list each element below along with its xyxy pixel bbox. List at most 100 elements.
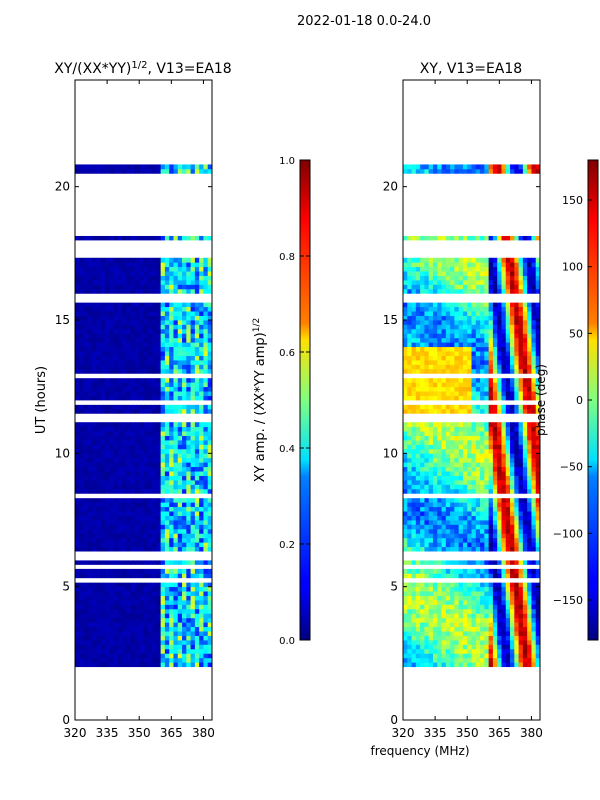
- amplitude-cell: [75, 475, 80, 481]
- phase-cell: [445, 431, 451, 436]
- amplitude-cell: [190, 328, 196, 334]
- amplitude-cell: [177, 386, 183, 392]
- phase-cell: [475, 542, 481, 548]
- amplitude-cell: [139, 586, 144, 592]
- amplitude-cell: [96, 568, 102, 574]
- phase-cell: [492, 653, 498, 659]
- amplitude-cell: [156, 568, 162, 574]
- amplitude-cell: [156, 337, 162, 343]
- amplitude-cell: [130, 662, 136, 668]
- phase-cell: [475, 640, 481, 645]
- phase-cell: [531, 626, 537, 632]
- amplitude-cell: [96, 164, 102, 170]
- phase-cell: [535, 662, 540, 668]
- phase-cell: [420, 382, 425, 388]
- amplitude-cell: [83, 400, 89, 405]
- amplitude-cell: [130, 648, 136, 654]
- amplitude-cell: [203, 306, 209, 312]
- amplitude-cell: [122, 257, 127, 263]
- amplitude-cell: [122, 653, 127, 659]
- phase-cell: [411, 546, 417, 552]
- phase-cell: [411, 448, 417, 454]
- amplitude-cell: [96, 488, 102, 494]
- amplitude-cell: [139, 168, 144, 174]
- phase-cell: [450, 502, 455, 508]
- amplitude-cell: [113, 368, 119, 374]
- amplitude-cell: [96, 422, 102, 428]
- phase-cell: [415, 617, 421, 623]
- phase-cell: [415, 600, 421, 605]
- amplitude-cell: [139, 493, 144, 499]
- amplitude-cell: [83, 604, 89, 610]
- phase-cell: [467, 391, 472, 396]
- phase-cell: [458, 506, 464, 512]
- phase-cell: [501, 373, 507, 379]
- phase-cell: [518, 528, 524, 534]
- amplitude-cell: [194, 337, 200, 343]
- phase-cell: [454, 515, 460, 521]
- phase-cell: [522, 382, 528, 388]
- amplitude-cell: [113, 328, 119, 334]
- phase-cell: [450, 395, 455, 401]
- phase-cell: [415, 497, 421, 503]
- phase-cell: [445, 591, 451, 596]
- phase-cell: [467, 622, 472, 628]
- amplitude-cell: [164, 506, 170, 512]
- phase-cell: [458, 395, 464, 401]
- amplitude-cell: [83, 404, 89, 410]
- amplitude-cell: [207, 382, 212, 388]
- amplitude-cell: [75, 542, 80, 548]
- amplitude-cell: [207, 631, 212, 636]
- phase-cell: [527, 471, 532, 476]
- amplitude-cell: [177, 453, 183, 459]
- amplitude-cell: [177, 626, 183, 632]
- amplitude-cell: [126, 328, 132, 334]
- amplitude-cell: [143, 391, 149, 396]
- amplitude-cell: [203, 577, 209, 583]
- amplitude-cell: [92, 475, 97, 481]
- amplitude-cell: [126, 448, 132, 454]
- amplitude-cell: [139, 422, 144, 428]
- phase-cell: [531, 635, 537, 641]
- phase-cell: [501, 573, 507, 579]
- amplitude-cell: [126, 617, 132, 623]
- phase-cell: [462, 444, 468, 450]
- amplitude-cell: [79, 595, 84, 601]
- phase-cell: [420, 395, 425, 401]
- amplitude-cell: [143, 533, 149, 539]
- amplitude-cell: [104, 431, 110, 436]
- amplitude-cell: [83, 280, 89, 285]
- amplitude-cell: [87, 644, 93, 650]
- amplitude-cell: [169, 373, 174, 379]
- amplitude-cell: [79, 537, 84, 543]
- amplitude-cell: [194, 453, 200, 459]
- phase-cell: [527, 657, 532, 663]
- amplitude-cell: [194, 426, 200, 432]
- amplitude-cell: [147, 617, 153, 623]
- amplitude-cell: [199, 471, 204, 476]
- amplitude-cell: [134, 351, 140, 356]
- amplitude-cell: [169, 360, 174, 365]
- phase-cell: [501, 555, 507, 561]
- amplitude-cell: [186, 617, 191, 623]
- amplitude-cell: [156, 591, 162, 596]
- amplitude-cell: [104, 315, 110, 321]
- phase-cell: [501, 595, 507, 601]
- amplitude-cell: [109, 426, 114, 432]
- amplitude-cell: [139, 368, 144, 374]
- phase-cell: [403, 537, 408, 543]
- amplitude-cell: [134, 408, 140, 414]
- phase-cell: [458, 426, 464, 432]
- phase-cell: [415, 440, 421, 445]
- amplitude-cell: [87, 266, 93, 272]
- amplitude-cell: [113, 324, 119, 330]
- amplitude-cell: [152, 280, 157, 285]
- amplitude-cell: [126, 662, 132, 668]
- phase-cell: [488, 640, 494, 645]
- amplitude-cell: [182, 431, 187, 436]
- amplitude-cell: [134, 231, 140, 236]
- amplitude-cell: [96, 324, 102, 330]
- phase-cell: [458, 448, 464, 454]
- amplitude-cell: [156, 164, 162, 170]
- phase-cell: [454, 657, 460, 663]
